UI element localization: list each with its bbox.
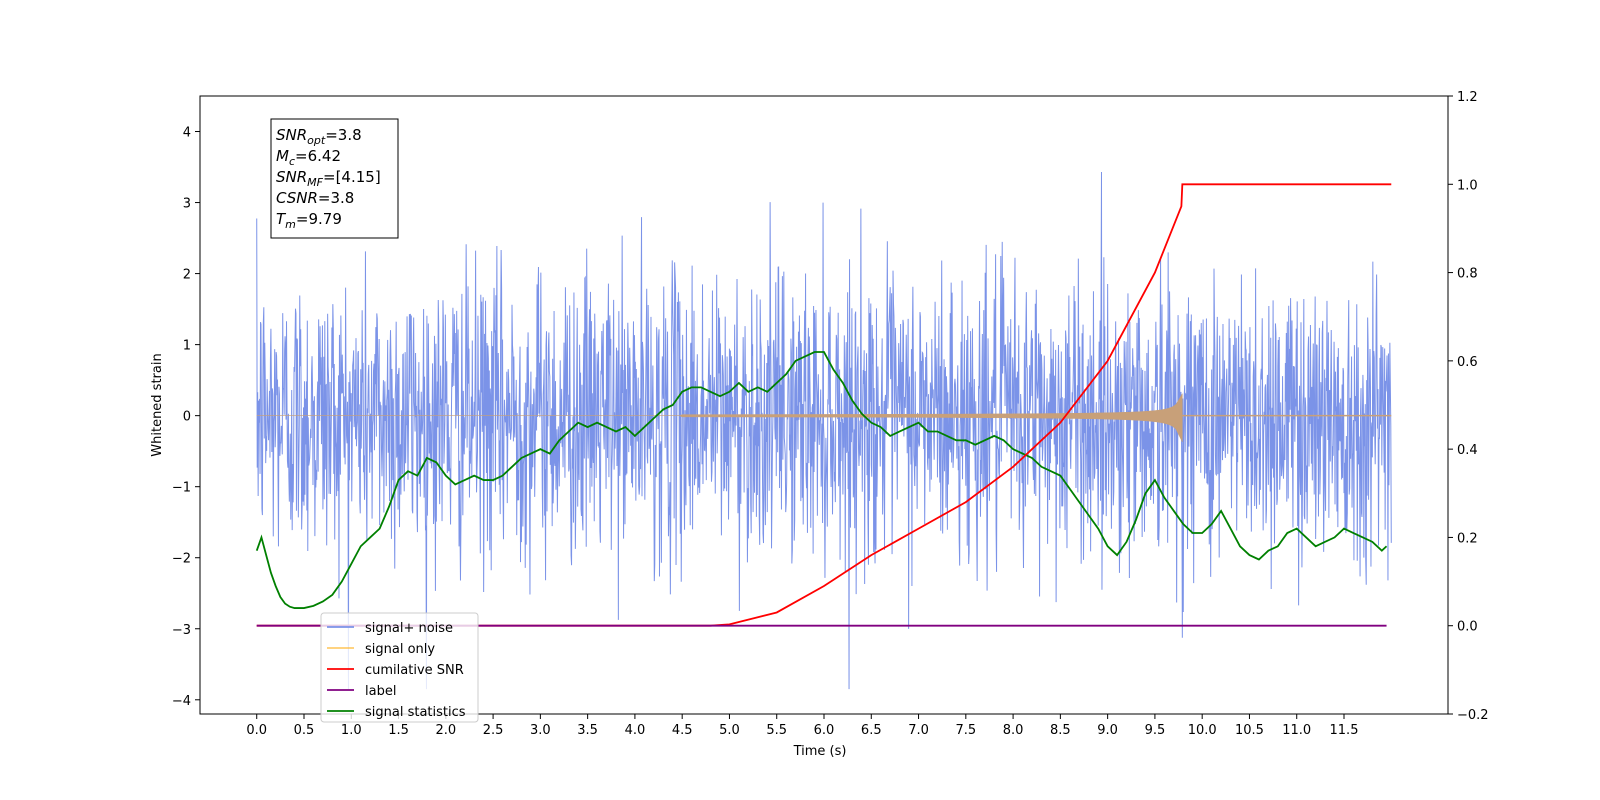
x-tick-label: 9.0 <box>1097 723 1118 738</box>
x-tick-label: 7.5 <box>955 723 976 738</box>
x-tick-label: 11.5 <box>1330 723 1359 738</box>
signal-statistics-series <box>255 351 1388 609</box>
y-tick-label: 1 <box>183 339 191 354</box>
y-tick-label: 4 <box>183 126 191 141</box>
y-tick-label: 0 <box>183 410 191 425</box>
x-tick-label: 6.0 <box>814 723 835 738</box>
x-tick-label: 0.0 <box>246 723 267 738</box>
x-tick-label: 0.5 <box>294 723 315 738</box>
y2-tick-label: 0.8 <box>1457 267 1478 282</box>
y2-tick-label: 1.2 <box>1457 90 1478 105</box>
signal-noise-line <box>256 171 1392 690</box>
x-tick-label: 9.5 <box>1145 723 1166 738</box>
x-tick-label: 4.0 <box>625 723 646 738</box>
x-tick-label: 2.0 <box>435 723 456 738</box>
x-tick-label: 5.0 <box>719 723 740 738</box>
y-axis-right: 1.2 1.0 0.8 0.6 0.4 0.2 0.0 −0.2 <box>1448 90 1489 723</box>
x-tick-label: 11.0 <box>1282 723 1311 738</box>
y2-tick-label: 0.6 <box>1457 355 1478 370</box>
y-tick-label: −4 <box>172 694 191 709</box>
y2-tick-label: −0.2 <box>1457 708 1489 723</box>
y-tick-label: −3 <box>172 623 191 638</box>
x-tick-label: 10.5 <box>1235 723 1264 738</box>
annotation-line: Tm=9.79 <box>276 210 342 231</box>
x-tick-label: 5.5 <box>766 723 787 738</box>
x-axis: 0.0 0.5 1.0 1.5 2.0 2.5 3.0 3.5 4.0 4.5 5.0 5.5 6.0 6… <box>246 714 1358 738</box>
legend-frame <box>320 612 479 723</box>
x-tick-label: 4.5 <box>672 723 693 738</box>
signal-statistics-line <box>255 351 1388 609</box>
x-tick-label: 7.0 <box>908 723 929 738</box>
cumulative-snr-line <box>256 183 1392 627</box>
y2-tick-label: 0.2 <box>1457 531 1478 546</box>
x-tick-label: 8.0 <box>1003 723 1024 738</box>
y-axis-label: Whitened strain <box>150 353 165 456</box>
signal-only-series <box>256 392 1392 443</box>
legend-label: signal+ noise <box>365 621 453 636</box>
x-tick-label: 3.5 <box>577 723 598 738</box>
legend-label: cumilative SNR <box>365 663 464 678</box>
legend-label: signal statistics <box>365 705 466 720</box>
y-tick-label: 3 <box>183 197 191 212</box>
cumulative-snr-series <box>256 183 1392 627</box>
signal-noise-series <box>256 171 1392 690</box>
y2-tick-label: 1.0 <box>1457 178 1478 193</box>
x-axis-label: Time (s) <box>793 744 847 759</box>
y-tick-label: −1 <box>172 481 191 496</box>
annotation-line: Mc=6.42 <box>276 147 341 168</box>
x-tick-label: 8.5 <box>1050 723 1071 738</box>
annotation-frame <box>270 118 399 239</box>
y-axis-left: 4 3 2 1 0 −1 −2 −3 −4 <box>172 126 200 709</box>
y2-tick-label: 0.4 <box>1457 443 1478 458</box>
x-tick-label: 10.0 <box>1188 723 1217 738</box>
legend-label: signal only <box>365 642 435 657</box>
legend: signal+ noise signal only cumilative SNR la… <box>320 612 479 723</box>
x-tick-label: 1.0 <box>341 723 362 738</box>
y2-tick-label: 0.0 <box>1457 620 1478 635</box>
annotation-line: SNRMF=[4.15] <box>276 168 381 189</box>
annotation-line: SNRopt=3.8 <box>276 126 362 147</box>
x-tick-label: 1.5 <box>388 723 409 738</box>
signal-only-envelope <box>256 392 1183 443</box>
legend-label: label <box>365 684 396 699</box>
x-tick-label: 6.5 <box>861 723 882 738</box>
y-tick-label: −2 <box>172 552 191 567</box>
x-tick-label: 2.5 <box>483 723 504 738</box>
annotation-line: CSNR=3.8 <box>276 189 354 207</box>
x-tick-label: 3.0 <box>530 723 551 738</box>
y-tick-label: 2 <box>183 268 191 283</box>
